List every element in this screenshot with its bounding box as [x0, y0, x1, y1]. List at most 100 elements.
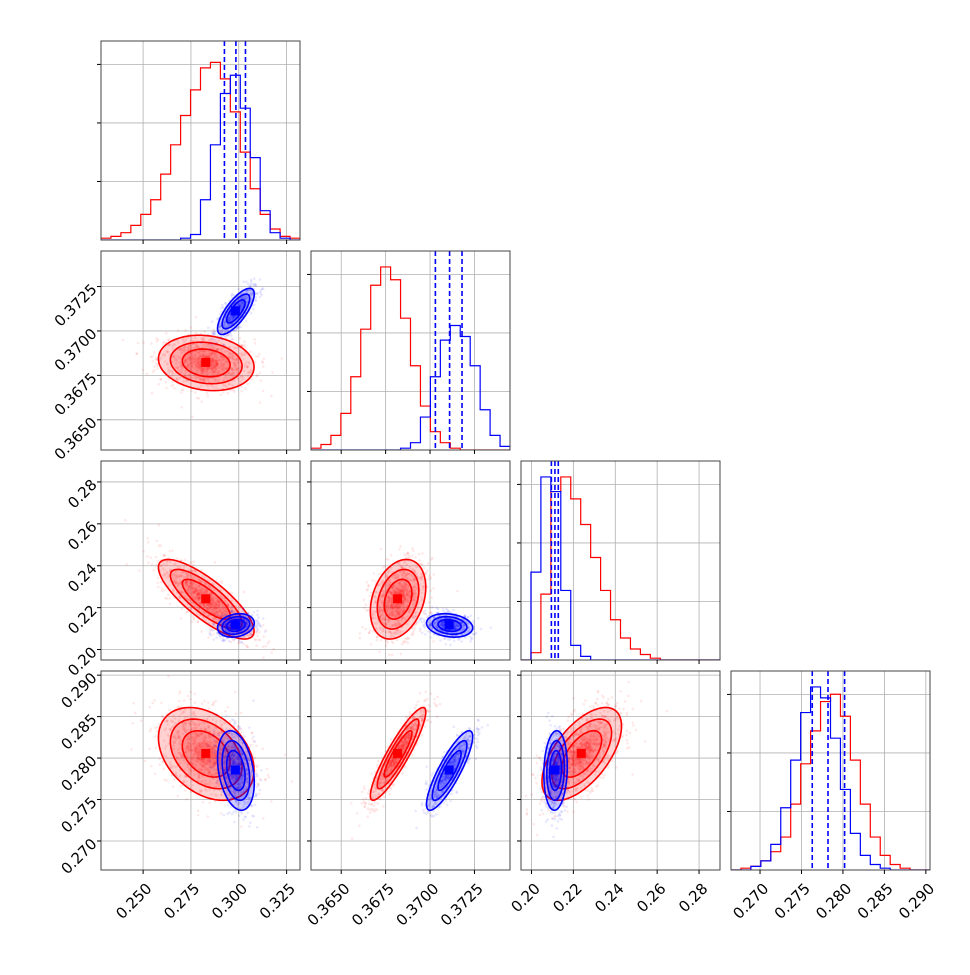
scatter-point: [260, 294, 263, 297]
scatter-point: [429, 606, 432, 609]
scatter-point: [220, 335, 223, 338]
scatter-point: [255, 619, 258, 622]
scatter-point: [411, 555, 414, 558]
scatter-point: [428, 575, 431, 578]
scatter-point: [469, 640, 472, 643]
scatter-point: [197, 620, 200, 623]
scatter-point: [212, 633, 215, 636]
panel-content: [311, 461, 510, 665]
scatter-point: [163, 589, 166, 592]
scatter-point: [376, 635, 379, 638]
scatter-point: [371, 579, 374, 582]
scatter-point: [213, 331, 216, 334]
scatter-point: [194, 316, 197, 319]
scatter-point: [167, 593, 170, 596]
scatter-point: [480, 628, 483, 631]
scatter-point: [245, 280, 248, 283]
scatter-point: [368, 632, 371, 635]
scatter-point: [243, 344, 246, 347]
scatter-point: [190, 326, 193, 329]
scatter-point: [430, 596, 433, 599]
scatter-point: [424, 609, 427, 612]
scatter-point: [147, 562, 150, 565]
scatter-point: [256, 614, 259, 617]
scatter-point: [256, 609, 259, 612]
scatter-point: [258, 353, 261, 356]
scatter-point: [260, 625, 263, 628]
scatter-point: [153, 365, 156, 368]
scatter-point: [196, 397, 199, 400]
scatter-point: [207, 326, 210, 329]
scatter-point: [246, 383, 249, 386]
scatter-point: [216, 337, 219, 340]
scatter-point: [138, 569, 141, 572]
scatter-point: [272, 648, 275, 651]
scatter-point: [212, 638, 215, 641]
scatter-point: [228, 640, 231, 643]
scatter-point: [216, 614, 219, 617]
scatter-point: [460, 640, 463, 643]
scatter-point: [171, 550, 174, 553]
scatter-point: [407, 641, 410, 644]
scatter-point: [402, 640, 405, 643]
scatter-point: [456, 590, 459, 593]
scatter-point: [256, 635, 259, 638]
scatter-point: [262, 656, 265, 659]
panel-1-1: [307, 251, 510, 454]
scatter-point: [220, 310, 223, 313]
scatter-point: [424, 633, 427, 636]
scatter-point: [227, 392, 230, 395]
peak-marker-series-1: [231, 620, 240, 629]
scatter-point: [384, 565, 387, 568]
scatter-point: [137, 342, 140, 345]
scatter-point: [407, 638, 410, 641]
scatter-point: [430, 558, 433, 561]
scatter-point: [238, 639, 241, 642]
scatter-point: [263, 357, 266, 360]
scatter-point: [155, 540, 158, 543]
scatter-point: [237, 288, 240, 291]
scatter-point: [439, 639, 442, 642]
scatter-point: [453, 640, 456, 643]
scatter-point: [191, 416, 194, 419]
scatter-point: [253, 303, 256, 306]
scatter-point: [216, 318, 219, 321]
scatter-point: [427, 578, 430, 581]
scatter-point: [150, 342, 153, 345]
scatter-point: [473, 621, 476, 624]
scatter-point: [258, 631, 261, 634]
scatter-point: [224, 336, 227, 339]
scatter-point: [176, 557, 179, 560]
scatter-point: [251, 634, 254, 637]
scatter-point: [165, 332, 168, 335]
scatter-point: [223, 344, 226, 347]
scatter-point: [240, 390, 243, 393]
scatter-point: [169, 602, 172, 605]
peak-marker-series-0: [201, 594, 210, 603]
panel-2-1: [307, 461, 510, 665]
scatter-point: [216, 632, 219, 635]
scatter-point: [452, 609, 455, 612]
scatter-point: [231, 606, 234, 609]
scatter-point: [232, 638, 235, 641]
scatter-point: [419, 619, 422, 622]
scatter-point: [142, 368, 145, 371]
scatter-point: [256, 629, 259, 632]
scatter-point: [259, 278, 262, 281]
scatter-point: [165, 387, 168, 390]
scatter-point: [419, 627, 422, 630]
scatter-point: [255, 624, 258, 627]
scatter-point: [150, 557, 153, 560]
scatter-point: [216, 618, 219, 621]
scatter-point: [370, 591, 373, 594]
panel-content: [101, 41, 300, 240]
scatter-point: [146, 555, 149, 558]
scatter-point: [469, 636, 472, 639]
panel-content: [101, 461, 300, 671]
scatter-point: [467, 616, 470, 619]
panel-2-2: [517, 461, 720, 664]
scatter-point: [211, 320, 214, 323]
scatter-point: [166, 597, 169, 600]
scatter-point: [385, 644, 388, 647]
